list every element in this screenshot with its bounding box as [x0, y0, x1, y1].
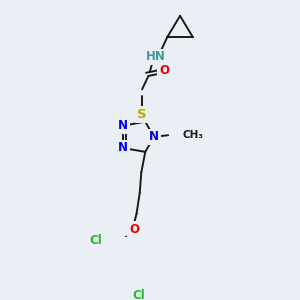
- Text: N: N: [118, 142, 128, 154]
- Text: O: O: [159, 64, 169, 77]
- Text: Cl: Cl: [133, 289, 145, 300]
- Text: O: O: [129, 223, 139, 236]
- Text: HN: HN: [146, 50, 166, 63]
- Text: N: N: [149, 130, 159, 143]
- Text: N: N: [118, 119, 128, 132]
- Text: S: S: [137, 108, 147, 121]
- Text: Cl: Cl: [90, 234, 102, 247]
- Text: CH₃: CH₃: [182, 130, 203, 140]
